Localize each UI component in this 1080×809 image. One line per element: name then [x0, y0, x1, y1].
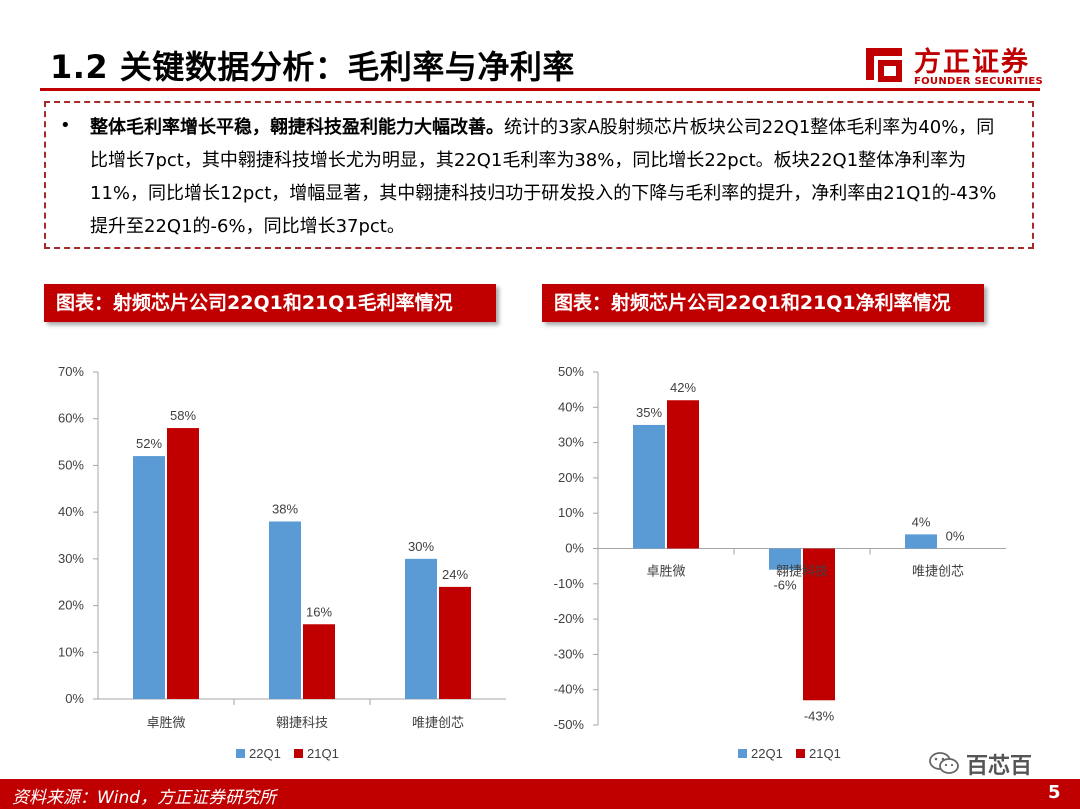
legend-label: 22Q1 — [249, 746, 281, 761]
y-tick-label: 30% — [58, 551, 84, 566]
category-label: 唯捷创芯 — [412, 716, 464, 731]
data-label: 35% — [636, 405, 662, 420]
category-label: 唯捷创芯 — [912, 565, 964, 580]
title-divider — [40, 88, 1040, 91]
y-tick-label: 10% — [558, 505, 584, 520]
data-label: -43% — [804, 708, 835, 723]
company-logo: 方正证券 FOUNDER SECURITIES — [862, 38, 1044, 94]
watermark-text: 百芯百 — [966, 754, 1033, 779]
legend-swatch — [738, 749, 747, 758]
founder-logo-icon — [866, 48, 902, 82]
category-label: 卓胜微 — [146, 716, 185, 731]
bar-22q1 — [905, 534, 937, 549]
summary-body: 统计的3家A股射频芯片板块公司22Q1整体毛利率为40%，同比增长7pct，其中… — [90, 117, 997, 237]
data-label: 42% — [670, 380, 696, 395]
wechat-icon — [929, 752, 959, 774]
y-tick-label: -10% — [554, 576, 585, 591]
y-tick-label: -40% — [554, 682, 585, 697]
bar-22q1 — [405, 558, 437, 699]
y-tick-label: -30% — [554, 646, 585, 661]
y-tick-label: 70% — [58, 364, 84, 379]
data-label: 30% — [408, 539, 434, 554]
y-tick-label: 50% — [558, 364, 584, 379]
bar-21q1 — [167, 428, 199, 699]
legend-swatch — [796, 749, 805, 758]
data-label: 38% — [272, 501, 298, 516]
summary-box: • 整体毛利率增长平稳，翱捷科技盈利能力大幅改善。统计的3家A股射频芯片板块公司… — [44, 101, 1034, 249]
gross-margin-chart-title: 图表：射频芯片公司22Q1和21Q1毛利率情况 — [44, 284, 496, 322]
summary-lead: 整体毛利率增长平稳，翱捷科技盈利能力大幅改善。 — [90, 117, 504, 138]
data-label: 4% — [912, 514, 931, 529]
data-label: 0% — [946, 529, 965, 544]
legend-label: 22Q1 — [751, 746, 783, 761]
legend: 22Q1 21Q1 — [236, 746, 339, 761]
data-label: 16% — [306, 604, 332, 619]
legend-swatch — [236, 749, 245, 758]
bullet-icon: • — [60, 115, 71, 136]
y-tick-label: 10% — [58, 644, 84, 659]
y-tick-label: 60% — [58, 411, 84, 426]
legend-label: 21Q1 — [307, 746, 339, 761]
y-tick-label: 40% — [558, 399, 584, 414]
y-tick-label: 40% — [58, 504, 84, 519]
gross-margin-chart: 0% 10% 20% 30% 40% 50% 60% 70% 52% 58% 卓胜微 38% 16% 翱捷… — [58, 364, 506, 761]
net-margin-chart: -50% -40% -30% -20% -10% 0% 10% 20% 30% 40% 50% 35%… — [554, 364, 1006, 761]
y-tick-label: 20% — [58, 598, 84, 613]
category-label: 卓胜微 — [646, 565, 685, 580]
footer-source: 资料来源：Wind，方正证券研究所 — [12, 788, 277, 808]
y-tick-label: 50% — [58, 457, 84, 472]
bar-21q1 — [667, 400, 699, 549]
footer-bar — [0, 779, 1080, 809]
bar-22q1 — [269, 521, 301, 699]
summary-text: 整体毛利率增长平稳，翱捷科技盈利能力大幅改善。统计的3家A股射频芯片板块公司22… — [90, 111, 1012, 243]
data-label: 58% — [170, 408, 196, 423]
data-label: 24% — [442, 567, 468, 582]
bar-21q1 — [803, 548, 835, 701]
data-label: -6% — [773, 578, 797, 593]
y-tick-label: 0% — [65, 691, 84, 706]
bar-21q1 — [303, 624, 335, 699]
bar-22q1 — [769, 548, 801, 570]
data-label: 52% — [136, 436, 162, 451]
category-label: 翱捷科技 — [776, 565, 828, 580]
page-title: 1.2 关键数据分析：毛利率与净利率 — [50, 48, 575, 86]
legend-swatch — [294, 749, 303, 758]
page-number: 5 — [1048, 782, 1061, 803]
bar-22q1 — [633, 424, 665, 549]
legend: 22Q1 21Q1 — [738, 746, 841, 761]
y-tick-label: -50% — [554, 717, 585, 732]
category-label: 翱捷科技 — [276, 716, 328, 731]
bar-22q1 — [133, 456, 165, 699]
bar-21q1 — [439, 586, 471, 699]
y-tick-label: 30% — [558, 435, 584, 450]
y-tick-label: 0% — [565, 541, 584, 556]
logo-text-cn: 方正证券 — [914, 47, 1030, 78]
legend-label: 21Q1 — [809, 746, 841, 761]
y-tick-label: 20% — [558, 470, 584, 485]
net-margin-chart-title: 图表：射频芯片公司22Q1和21Q1净利率情况 — [542, 284, 984, 322]
logo-text-en: FOUNDER SECURITIES — [914, 76, 1044, 87]
y-tick-label: -20% — [554, 611, 585, 626]
